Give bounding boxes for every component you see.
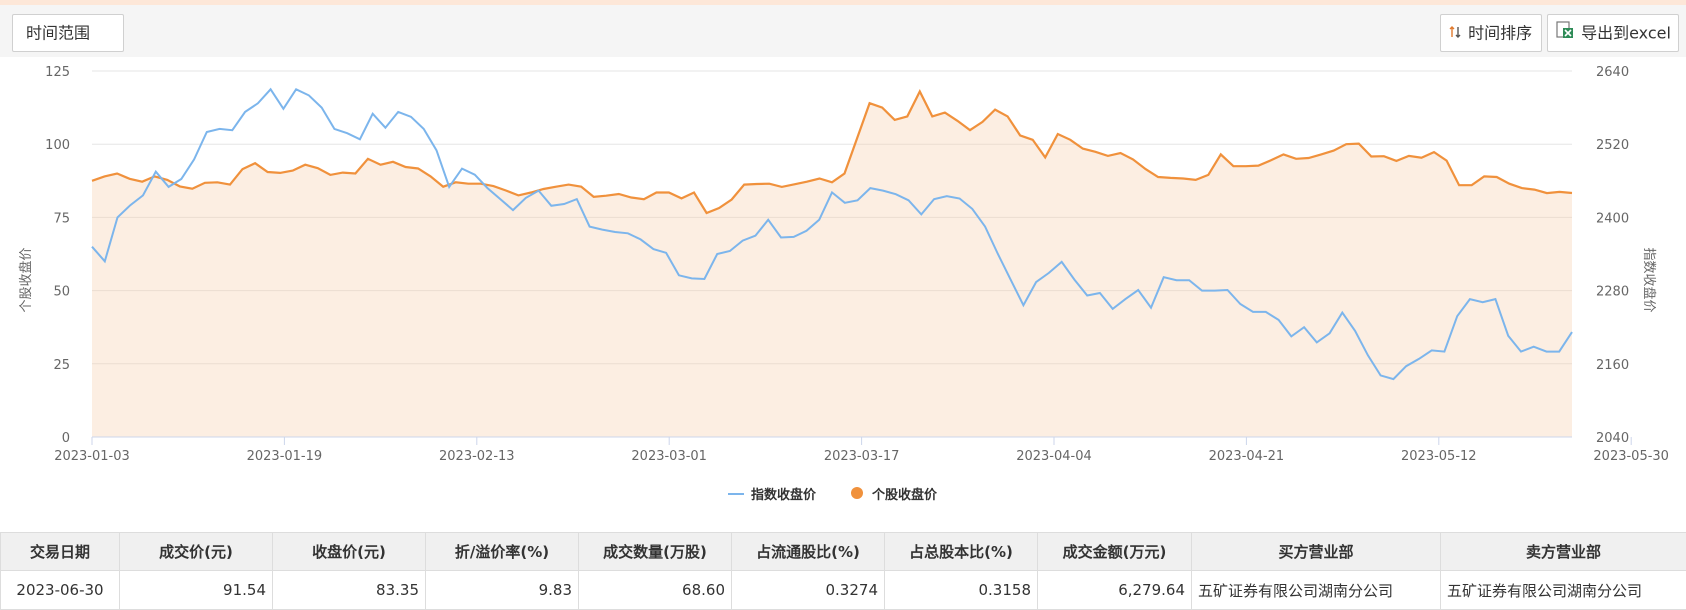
time-sort-label: 时间排序: [1468, 24, 1532, 43]
export-excel-label: 导出到excel: [1581, 24, 1671, 43]
right-axis-ticks: 2040 2160 2280 2400 2520 2640: [1596, 65, 1629, 446]
col-premium-rate: 折/溢价率(%): [426, 533, 579, 571]
cell-close-price: 83.35: [273, 571, 426, 610]
left-tick-label: 125: [45, 65, 70, 80]
table-row: 2023-06-30 91.54 83.35 9.83 68.60 0.3274…: [1, 571, 1686, 610]
cell-seller: 五矿证券有限公司湖南分公司: [1441, 571, 1686, 610]
col-buyer: 买方营业部: [1192, 533, 1441, 571]
legend-item-stock[interactable]: 个股收盘价: [851, 487, 938, 503]
right-tick-label: 2160: [1596, 358, 1629, 373]
legend-index-label: 指数收盘价: [751, 487, 817, 503]
left-axis-title: 个股收盘价: [18, 247, 34, 312]
col-seller: 卖方营业部: [1441, 533, 1686, 571]
cell-amount: 6,279.64: [1038, 571, 1192, 610]
x-axis-ticks: 2023-01-03 2023-01-19 2023-02-13 2023-03-01…: [54, 437, 1686, 464]
sort-arrows-icon: [1449, 16, 1461, 52]
left-tick-label: 100: [45, 138, 70, 153]
legend-stock-swatch: [851, 487, 863, 499]
table-header-row: 交易日期 成交价(元) 收盘价(元) 折/溢价率(%) 成交数量(万股) 占流通…: [1, 533, 1686, 571]
time-range-label: 时间范围: [26, 24, 90, 43]
left-tick-label: 0: [62, 431, 70, 446]
x-tick-label: 2023-01-19: [247, 449, 323, 464]
cell-buyer: 五矿证券有限公司湖南分公司: [1192, 571, 1441, 610]
col-volume: 成交数量(万股): [579, 533, 732, 571]
x-tick-label: 2023-05-30: [1593, 449, 1669, 464]
right-tick-label: 2640: [1596, 65, 1629, 80]
col-total-ratio: 占总股本比(%): [885, 533, 1038, 571]
x-tick-label: 2023-03-01: [631, 449, 707, 464]
left-axis-ticks: 0 25 50 75 100 125: [45, 65, 70, 446]
x-tick-label: 2023-02-13: [439, 449, 515, 464]
excel-icon: [1556, 16, 1574, 52]
cell-trade-date: 2023-06-30: [1, 571, 120, 610]
x-tick-label: 2023-04-21: [1209, 449, 1285, 464]
col-trade-price: 成交价(元): [120, 533, 273, 571]
time-sort-button[interactable]: 时间排序: [1440, 14, 1542, 52]
right-axis-title: 指数收盘价: [1641, 247, 1657, 312]
left-tick-label: 50: [53, 285, 70, 300]
col-amount: 成交金额(万元): [1038, 533, 1192, 571]
left-tick-label: 75: [53, 211, 70, 226]
cell-premium-rate: 9.83: [426, 571, 579, 610]
x-tick-label: 2023-04-04: [1016, 449, 1092, 464]
cell-trade-price: 91.54: [120, 571, 273, 610]
right-tick-label: 2400: [1596, 211, 1629, 226]
time-range-button[interactable]: 时间范围: [12, 14, 124, 52]
col-close-price: 收盘价(元): [273, 533, 426, 571]
x-tick-label: 2023-03-17: [824, 449, 900, 464]
right-tick-label: 2040: [1596, 431, 1629, 446]
price-chart: 2023-01-03 2023-01-19 2023-02-13 2023-03-01…: [0, 57, 1686, 532]
legend-item-index[interactable]: 指数收盘价: [728, 487, 817, 503]
x-tick-label: 2023-01-03: [54, 449, 130, 464]
legend-stock-label: 个股收盘价: [871, 487, 938, 503]
left-tick-label: 25: [53, 358, 70, 373]
toolbar: 时间范围 时间排序 导出到excel: [0, 5, 1686, 57]
cell-float-ratio: 0.3274: [732, 571, 885, 610]
col-trade-date: 交易日期: [1, 533, 120, 571]
right-tick-label: 2280: [1596, 285, 1629, 300]
cell-volume: 68.60: [579, 571, 732, 610]
x-tick-label: 2023-05-12: [1401, 449, 1477, 464]
block-trade-table: 交易日期 成交价(元) 收盘价(元) 折/溢价率(%) 成交数量(万股) 占流通…: [0, 532, 1686, 610]
col-float-ratio: 占流通股比(%): [732, 533, 885, 571]
export-excel-button[interactable]: 导出到excel: [1547, 14, 1679, 52]
right-tick-label: 2520: [1596, 138, 1629, 153]
cell-total-ratio: 0.3158: [885, 571, 1038, 610]
